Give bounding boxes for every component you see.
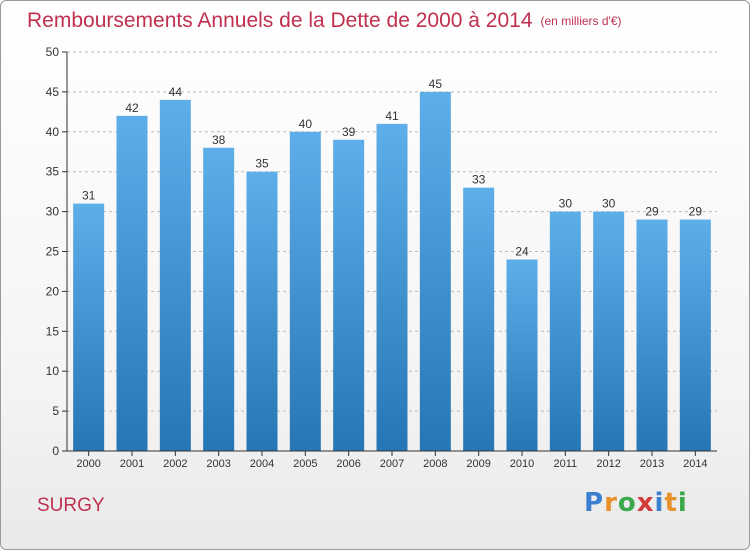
y-tick-label: 25	[46, 245, 60, 259]
bar	[289, 131, 321, 452]
y-tick-label: 40	[46, 125, 60, 139]
bar	[203, 147, 235, 451]
bar	[73, 203, 105, 451]
data-label: 29	[645, 205, 659, 219]
bar	[419, 91, 451, 452]
logo-letter: o	[617, 488, 637, 518]
bar	[246, 171, 278, 451]
bar	[333, 139, 365, 451]
y-tick-label: 0	[52, 444, 59, 458]
proxiti-logo: Proxiti	[584, 488, 688, 518]
x-tick-label: 2003	[206, 458, 230, 470]
bar	[376, 123, 408, 451]
x-tick-label: 2005	[293, 458, 317, 470]
x-tick-label: 2012	[596, 458, 620, 470]
bar	[549, 211, 581, 451]
y-tick-label: 35	[46, 165, 60, 179]
axes: 0 5 10 15 20 25 30 35 40 45 50 2000 2001 2002 2003 2004…	[46, 45, 717, 470]
data-label: 31	[82, 189, 96, 203]
logo-letter: r	[604, 488, 618, 518]
x-tick-label: 2000	[76, 458, 100, 470]
x-tick-label: 2004	[250, 458, 274, 470]
data-label: 40	[299, 117, 313, 131]
y-tick-label: 20	[46, 284, 60, 298]
x-tick-label: 2007	[380, 458, 404, 470]
data-label: 24	[515, 244, 529, 258]
bar	[506, 259, 538, 451]
x-tick-label: 2014	[683, 458, 707, 470]
data-label: 42	[125, 101, 139, 115]
x-tick-label: 2002	[163, 458, 187, 470]
data-label: 29	[689, 205, 703, 219]
data-label: 39	[342, 125, 356, 139]
logo-letter: P	[584, 488, 605, 518]
x-tick-label: 2010	[510, 458, 534, 470]
data-label: 30	[602, 197, 616, 211]
bar	[679, 219, 711, 451]
bars	[73, 91, 711, 452]
x-tick-label: 2011	[554, 458, 578, 470]
data-label: 30	[559, 197, 573, 211]
bar	[116, 115, 148, 451]
y-tick-label: 15	[46, 324, 60, 338]
x-tick-label: 2013	[640, 458, 664, 470]
bar	[636, 219, 668, 451]
logo-letter: i	[677, 488, 688, 518]
x-tick-label: 2006	[336, 458, 360, 470]
commune-name: SURGY	[37, 495, 105, 516]
data-labels: 31 42 44 38 35 40 39 41 45 33 24 30 30 29 29	[82, 77, 702, 259]
chart-subtitle: (en milliers d'€)	[540, 14, 622, 28]
x-tick-label: 2001	[120, 458, 144, 470]
chart-title: Remboursements Annuels de la Dette de 20…	[27, 9, 622, 33]
x-tick-label: 2009	[466, 458, 490, 470]
y-tick-label: 45	[46, 85, 60, 99]
logo-letter: x	[636, 488, 655, 518]
y-tick-label: 30	[46, 205, 60, 219]
data-label: 44	[169, 85, 183, 99]
y-tick-label: 50	[46, 45, 60, 59]
data-label: 38	[212, 133, 226, 147]
data-label: 35	[255, 157, 269, 171]
logo-letter: t	[664, 488, 678, 518]
bar	[159, 99, 191, 451]
logo-letter: i	[654, 488, 665, 518]
data-label: 33	[472, 173, 486, 187]
y-tick-label: 10	[46, 364, 60, 378]
chart-title-text: Remboursements Annuels de la Dette de 20…	[27, 9, 533, 32]
data-label: 41	[385, 109, 399, 123]
x-tick-label: 2008	[423, 458, 447, 470]
bar	[593, 211, 625, 451]
y-tick-label: 5	[52, 404, 59, 418]
bar	[463, 187, 495, 451]
data-label: 45	[429, 77, 443, 91]
